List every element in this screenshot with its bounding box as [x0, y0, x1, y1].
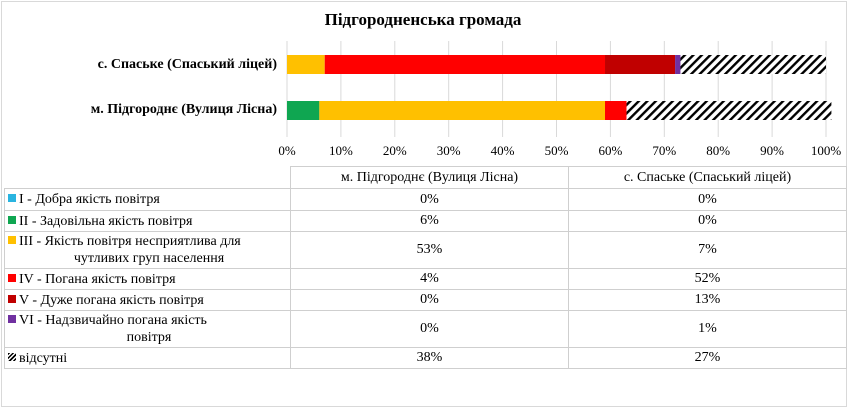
- legend-label: I - Добра якість повітря: [19, 192, 160, 207]
- category-label-spaske: с. Спаське (Спаський ліцей): [97, 57, 277, 72]
- x-tick-label: 70%: [652, 143, 676, 158]
- x-tick-label: 10%: [329, 143, 353, 158]
- value-cell-spaske: 0%: [568, 210, 847, 232]
- legend-label-cell: VI - Надзвичайно погана якість повітря: [4, 310, 291, 348]
- bar-segment: [287, 101, 320, 120]
- data-table-row: II - Задовільна якість повітря 6% 0%: [4, 210, 847, 232]
- legend-key: [8, 273, 16, 282]
- data-table-row: V - Дуже погана якість повітря 0% 13%: [4, 289, 847, 311]
- bar-segment: [675, 55, 681, 74]
- x-tick-label: 50%: [545, 143, 569, 158]
- legend-label: повітря: [126, 330, 172, 345]
- legend-key: [8, 294, 16, 303]
- value-cell-spaske: 7%: [568, 231, 847, 269]
- legend-label: III - Якість повітря несприятлива для: [19, 234, 241, 249]
- value-cell-pidhorodne: 0%: [290, 188, 569, 211]
- x-tick-label: 90%: [760, 143, 784, 158]
- legend-label-cell: II - Задовільна якість повітря: [4, 210, 291, 232]
- data-table-header: м. Підгороднє (Вулиця Лісна) с. Спаське …: [4, 166, 847, 189]
- bar-segment: [626, 101, 832, 120]
- chart-title: Підгородненська громада: [324, 10, 522, 29]
- bar-segment: [680, 55, 826, 74]
- data-table-row: VI - Надзвичайно погана якість повітря 0% 1…: [4, 310, 847, 348]
- value-cell-pidhorodne: 4%: [290, 268, 569, 290]
- value-cell-spaske: 27%: [568, 347, 847, 369]
- legend-label: відсутні: [19, 350, 68, 366]
- bar-segment: [319, 101, 606, 120]
- category-label-pidhorodne: м. Підгороднє (Вулиця Лісна): [90, 102, 277, 117]
- value-cell-pidhorodne: 0%: [290, 310, 569, 348]
- data-table-row: III - Якість повітря несприятлива для чут…: [4, 231, 847, 269]
- legend-key: [8, 236, 16, 244]
- x-tick-label: 80%: [706, 143, 730, 158]
- column-header-pidhorodne: м. Підгороднє (Вулиця Лісна): [290, 166, 569, 189]
- bar-segment: [324, 55, 606, 74]
- bar-segment: [605, 55, 676, 74]
- x-tick-label: 30%: [437, 143, 461, 158]
- x-tick-label: 20%: [383, 143, 407, 158]
- legend-label-cell: I - Добра якість повітря: [4, 188, 291, 211]
- legend-label-cell: відсутні: [4, 347, 291, 369]
- value-cell-spaske: 1%: [568, 310, 847, 348]
- legend-label: II - Задовільна якість повітря: [19, 213, 193, 229]
- data-table-corner: [4, 166, 291, 189]
- legend-label: V - Дуже погана якість повітря: [19, 292, 204, 308]
- x-tick-label: 0%: [278, 143, 296, 158]
- legend-key: [8, 215, 16, 224]
- bar-segment: [287, 55, 325, 74]
- legend-key: [8, 315, 16, 323]
- data-table-row: I - Добра якість повітря 0% 0%: [4, 188, 847, 211]
- data-table: м. Підгороднє (Вулиця Лісна) с. Спаське …: [4, 166, 847, 369]
- value-cell-pidhorodne: 0%: [290, 289, 569, 311]
- value-cell-pidhorodne: 6%: [290, 210, 569, 232]
- column-header-spaske: с. Спаське (Спаський ліцей): [568, 166, 847, 189]
- bar-chart-plot: 0% 10% 20% 30% 40% 50% 60% 70% 80% 90% 100%: [278, 41, 842, 158]
- legend-label-cell: V - Дуже погана якість повітря: [4, 289, 291, 311]
- value-cell-spaske: 52%: [568, 268, 847, 290]
- data-table-row: IV - Погана якість повітря 4% 52%: [4, 268, 847, 290]
- value-cell-pidhorodne: 38%: [290, 347, 569, 369]
- value-cell-spaske: 0%: [568, 188, 847, 211]
- legend-label-cell: III - Якість повітря несприятлива для чут…: [4, 231, 291, 269]
- x-tick-label: 100%: [811, 143, 842, 158]
- legend-label: IV - Погана якість повітря: [19, 271, 176, 287]
- legend-label: чутливих груп населення: [73, 251, 225, 266]
- x-tick-label: 60%: [598, 143, 622, 158]
- legend-label-cell: IV - Погана якість повітря: [4, 268, 291, 290]
- x-tick-label: 40%: [491, 143, 515, 158]
- value-cell-pidhorodne: 53%: [290, 231, 569, 269]
- bar-segment: [605, 101, 627, 120]
- legend-label: VI - Надзвичайно погана якість: [19, 313, 207, 328]
- legend-key: [8, 352, 16, 361]
- value-cell-spaske: 13%: [568, 289, 847, 311]
- legend-key: [8, 194, 16, 202]
- data-table-row: відсутні 38% 27%: [4, 347, 847, 369]
